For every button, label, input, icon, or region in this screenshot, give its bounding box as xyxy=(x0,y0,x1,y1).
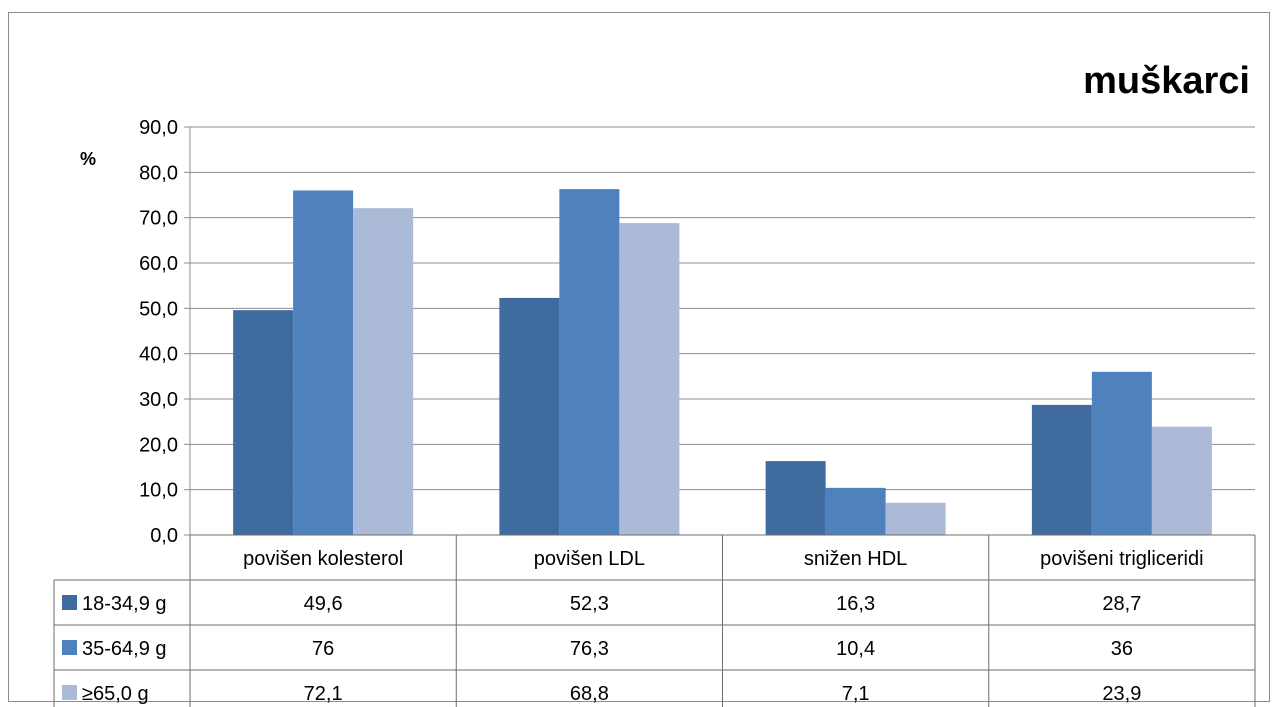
bar xyxy=(1091,371,1152,535)
x-category-label: snižen HDL xyxy=(804,548,907,570)
y-tick-label: 30,0 xyxy=(139,389,178,411)
bar xyxy=(233,310,294,535)
legend-label: 18-34,9 g xyxy=(82,593,167,615)
bar xyxy=(765,461,826,535)
bar xyxy=(825,487,886,535)
table-cell-value: 72,1 xyxy=(304,683,343,705)
bar xyxy=(499,297,560,535)
legend-swatch xyxy=(62,595,77,610)
bar xyxy=(559,189,620,535)
table-cell-value: 68,8 xyxy=(570,683,609,705)
x-category-label: povišen kolesterol xyxy=(243,548,403,570)
y-tick-label: 40,0 xyxy=(139,344,178,366)
chart-frame xyxy=(8,12,1270,702)
y-axis-ticks: 0,0 10,0 20,0 30,0 40,0 50,0 60,0 70,0 80,0 90,0 xyxy=(139,117,178,547)
y-tick-label: 50,0 xyxy=(139,298,178,320)
bars xyxy=(233,189,1212,535)
table-cell-value: 76 xyxy=(312,638,334,660)
bar xyxy=(619,223,680,535)
y-tick-label: 70,0 xyxy=(139,208,178,230)
table-cell-value: 49,6 xyxy=(304,593,343,615)
table-cell-value: 16,3 xyxy=(836,593,875,615)
bar xyxy=(1031,404,1092,535)
bar xyxy=(353,208,414,535)
chart-title: muškarci xyxy=(1083,60,1250,102)
y-tick-label: 80,0 xyxy=(139,162,178,184)
legend-swatch xyxy=(62,685,77,700)
table-cell-value: 28,7 xyxy=(1102,593,1141,615)
legend-label: 35-64,9 g xyxy=(82,638,167,660)
table-cell-value: 10,4 xyxy=(836,638,875,660)
bar xyxy=(293,190,354,535)
y-tick-label: 0,0 xyxy=(150,525,178,547)
table-cell-value: 52,3 xyxy=(570,593,609,615)
bar xyxy=(885,502,946,535)
bar xyxy=(1151,426,1212,535)
y-tick-label: 60,0 xyxy=(139,253,178,275)
y-tick-label: 20,0 xyxy=(139,434,178,456)
table-cell-value: 36 xyxy=(1111,638,1133,660)
table-cell-value: 76,3 xyxy=(570,638,609,660)
table-cell-value: 23,9 xyxy=(1102,683,1141,705)
legend-label: ≥65,0 g xyxy=(82,683,149,705)
table-cell-value: 7,1 xyxy=(842,683,870,705)
x-category-label: povišen LDL xyxy=(534,548,645,570)
y-tick-label: 90,0 xyxy=(139,117,178,139)
data-table: povišen kolesterol povišen LDL snižen HDL p… xyxy=(53,534,1256,707)
x-category-label: povišeni trigliceridi xyxy=(1040,548,1203,570)
y-tick-label: 10,0 xyxy=(139,480,178,502)
y-axis-label: % xyxy=(80,149,96,169)
legend-swatch xyxy=(62,640,77,655)
